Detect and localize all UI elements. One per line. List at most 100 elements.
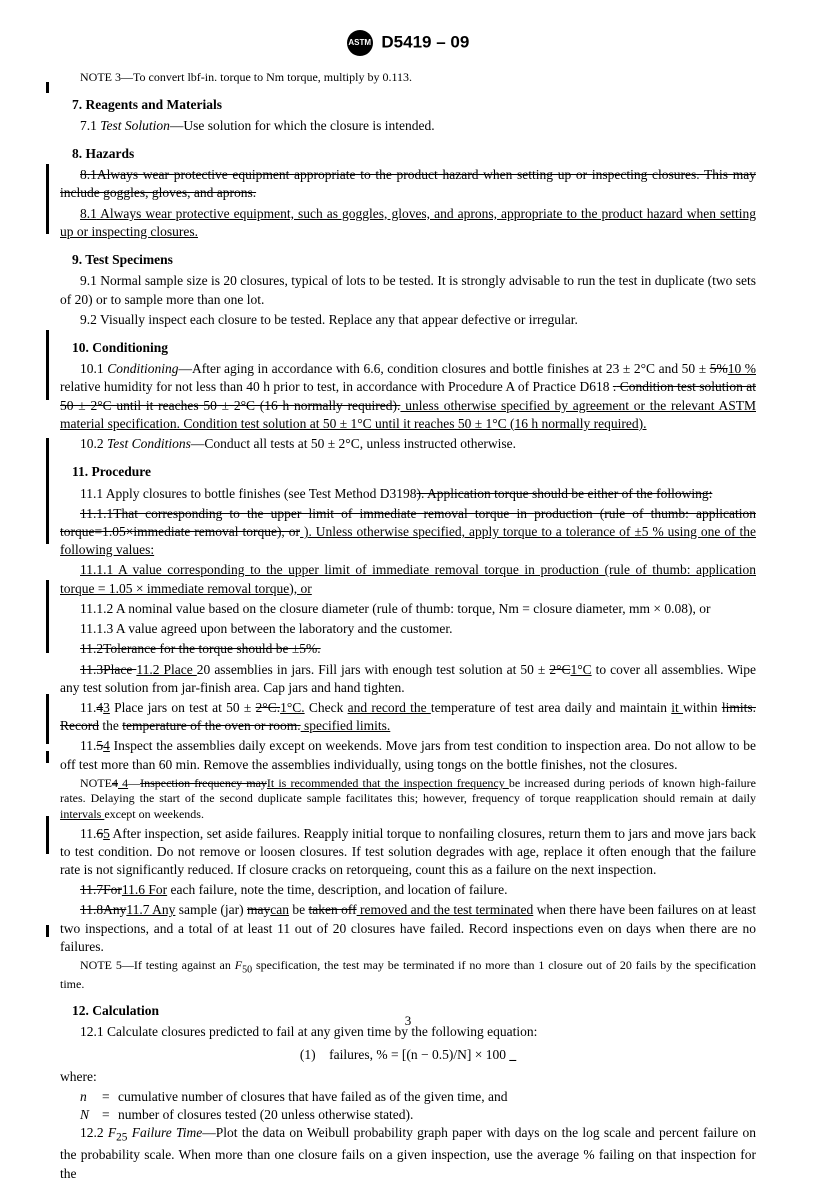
para-11-1-3: 11.1.3 A value agreed upon between the l… (60, 620, 756, 638)
term: Failure Time (127, 1125, 202, 1140)
def: number of closures tested (20 unless oth… (118, 1106, 413, 1124)
eq: = (102, 1088, 118, 1106)
t1: —After aging in accordance with 6.6, con… (178, 361, 709, 376)
where-block: n = cumulative number of closures that h… (80, 1088, 756, 1124)
note-3: NOTE 3—To convert lbf-in. torque to Nm t… (60, 70, 756, 86)
para-12-2: 12.2 F25 Failure Time—Plot the data on W… (60, 1124, 756, 1182)
i3: intervals (60, 807, 104, 821)
d1: 11.7For (80, 882, 122, 897)
b: Inspect the assemblies daily except on w… (60, 738, 756, 771)
para-11-3-to-11-2: 11.3Place 11.2 Place 20 assemblies in ja… (60, 661, 756, 697)
eq: failures, % = [(n − 0.5)/N] × 100 (329, 1047, 506, 1062)
note-text: —To convert lbf-in. torque to Nm torque,… (121, 70, 412, 84)
a: —If testing against an (122, 958, 235, 972)
f25: F (108, 1125, 116, 1140)
where-label: where: (60, 1068, 756, 1086)
text: —Conduct all tests at 50 ± 2°C, unless i… (191, 436, 516, 451)
para-11-1-1-inserted: 11.1.1 A value corresponding to the uppe… (60, 561, 756, 597)
ins-text: Always wear protective equipment, such a… (60, 206, 756, 239)
para-11-6-to-11-5: 11.65 After inspection, set aside failur… (60, 825, 756, 880)
d3: taken off (309, 902, 357, 917)
para-11-1-1-deleted: 11.1.1That corresponding to the upper li… (60, 505, 756, 560)
term: Conditioning (107, 361, 178, 376)
change-bar (46, 816, 49, 854)
a: sample (jar) (175, 902, 247, 917)
b: Place jars on test at 50 ± (110, 700, 256, 715)
para-11-5-to-11-4: 11.54 Inspect the assemblies daily excep… (60, 737, 756, 773)
para-11-4-to-11-3: 11.43 Place jars on test at 50 ± 2°C.1°C… (60, 699, 756, 735)
d2: 2°C (549, 662, 570, 677)
eq: = (102, 1106, 118, 1124)
term: Test Solution (100, 118, 170, 133)
i1: 11.6 For (122, 882, 167, 897)
ins-num: 8.1 (80, 206, 97, 221)
change-bar (46, 925, 49, 937)
eq-label: (1) (300, 1047, 316, 1062)
i2: can (270, 902, 289, 917)
eq-trail: _ (509, 1047, 516, 1062)
page-number: 3 (0, 1012, 816, 1030)
d2: 2°C. (256, 700, 281, 715)
del-text: Always wear protective equipment appropr… (60, 167, 756, 200)
para-11-8-to-11-7: 11.8Any11.7 Any sample (jar) maycan be t… (60, 901, 756, 956)
i1: 11.2 Place (136, 662, 196, 677)
change-bar (46, 164, 49, 234)
text: —Use solution for which the closure is i… (170, 118, 435, 133)
section-11-title: 11. Procedure (72, 463, 756, 481)
b: After inspection, set aside failures. Re… (60, 826, 756, 877)
a: 11. (80, 826, 96, 841)
d1: ). Application torque should be either o… (417, 486, 713, 501)
change-bar (46, 438, 49, 544)
change-bar (46, 751, 49, 763)
i1: 4 (118, 776, 128, 790)
i: 11.1.1 A value corresponding to the uppe… (60, 562, 756, 595)
section-10-title: 10. Conditioning (72, 339, 756, 357)
para-11-2-deleted: 11.2Tolerance for the torque should be ±… (60, 640, 756, 658)
para-11-7-to-11-6: 11.7For11.6 For each failure, note the t… (60, 881, 756, 899)
i2: 1°C. (280, 700, 305, 715)
b: be (289, 902, 309, 917)
a: — (128, 776, 140, 790)
i1: 11.7 Any (126, 902, 175, 917)
sym: N (80, 1106, 102, 1124)
equation-1: (1) failures, % = [(n − 0.5)/N] × 100 _ (60, 1046, 756, 1064)
i1: 10 % (728, 361, 756, 376)
change-bar (46, 330, 49, 400)
para-11-1: 11.1 Apply closures to bottle finishes (… (60, 485, 756, 503)
sub: 25 (116, 1132, 127, 1144)
c: except on weekends. (104, 807, 204, 821)
document-header: ASTM D5419 – 09 (60, 30, 756, 56)
note-5: NOTE 5—If testing against an F50 specifi… (60, 958, 756, 992)
c: Check (305, 700, 348, 715)
t1: 11.1 Apply closures to bottle finishes (… (80, 486, 417, 501)
i5: specified limits. (301, 718, 391, 733)
d1: 5% (710, 361, 728, 376)
para-10-1: 10.1 Conditioning—After aging in accorda… (60, 360, 756, 433)
d: temperature of test area daily and maint… (431, 700, 671, 715)
para-8-1-deleted: 8.1Always wear protective equipment appr… (60, 166, 756, 202)
change-bar (46, 694, 49, 744)
d2: Inspection frequency may (140, 776, 267, 790)
d1: 11.8Any (80, 902, 126, 917)
change-bar (46, 82, 49, 93)
change-bar (46, 580, 49, 653)
f50: F (235, 958, 242, 972)
i3: removed and the test (357, 902, 476, 917)
sub: 50 (242, 965, 252, 976)
a: 11. (80, 738, 96, 753)
where-N: N = number of closures tested (20 unless… (80, 1106, 756, 1124)
term: Test Conditions (107, 436, 191, 451)
i3: and record the (348, 700, 431, 715)
def: cumulative number of closures that have … (118, 1088, 508, 1106)
e: within (683, 700, 722, 715)
d: 11.2Tolerance for the torque should be ±… (80, 641, 321, 656)
del-num: 8.1 (80, 167, 97, 182)
doc-id: D5419 – 09 (381, 33, 469, 52)
sym: n (80, 1088, 102, 1106)
label: NOTE (80, 776, 112, 790)
astm-logo: ASTM (347, 30, 373, 56)
para-7-1: 7.1 Test Solution—Use solution for which… (60, 117, 756, 135)
i4: it (671, 700, 683, 715)
section-7-title: 7. Reagents and Materials (72, 96, 756, 114)
i4: terminated (476, 902, 534, 917)
